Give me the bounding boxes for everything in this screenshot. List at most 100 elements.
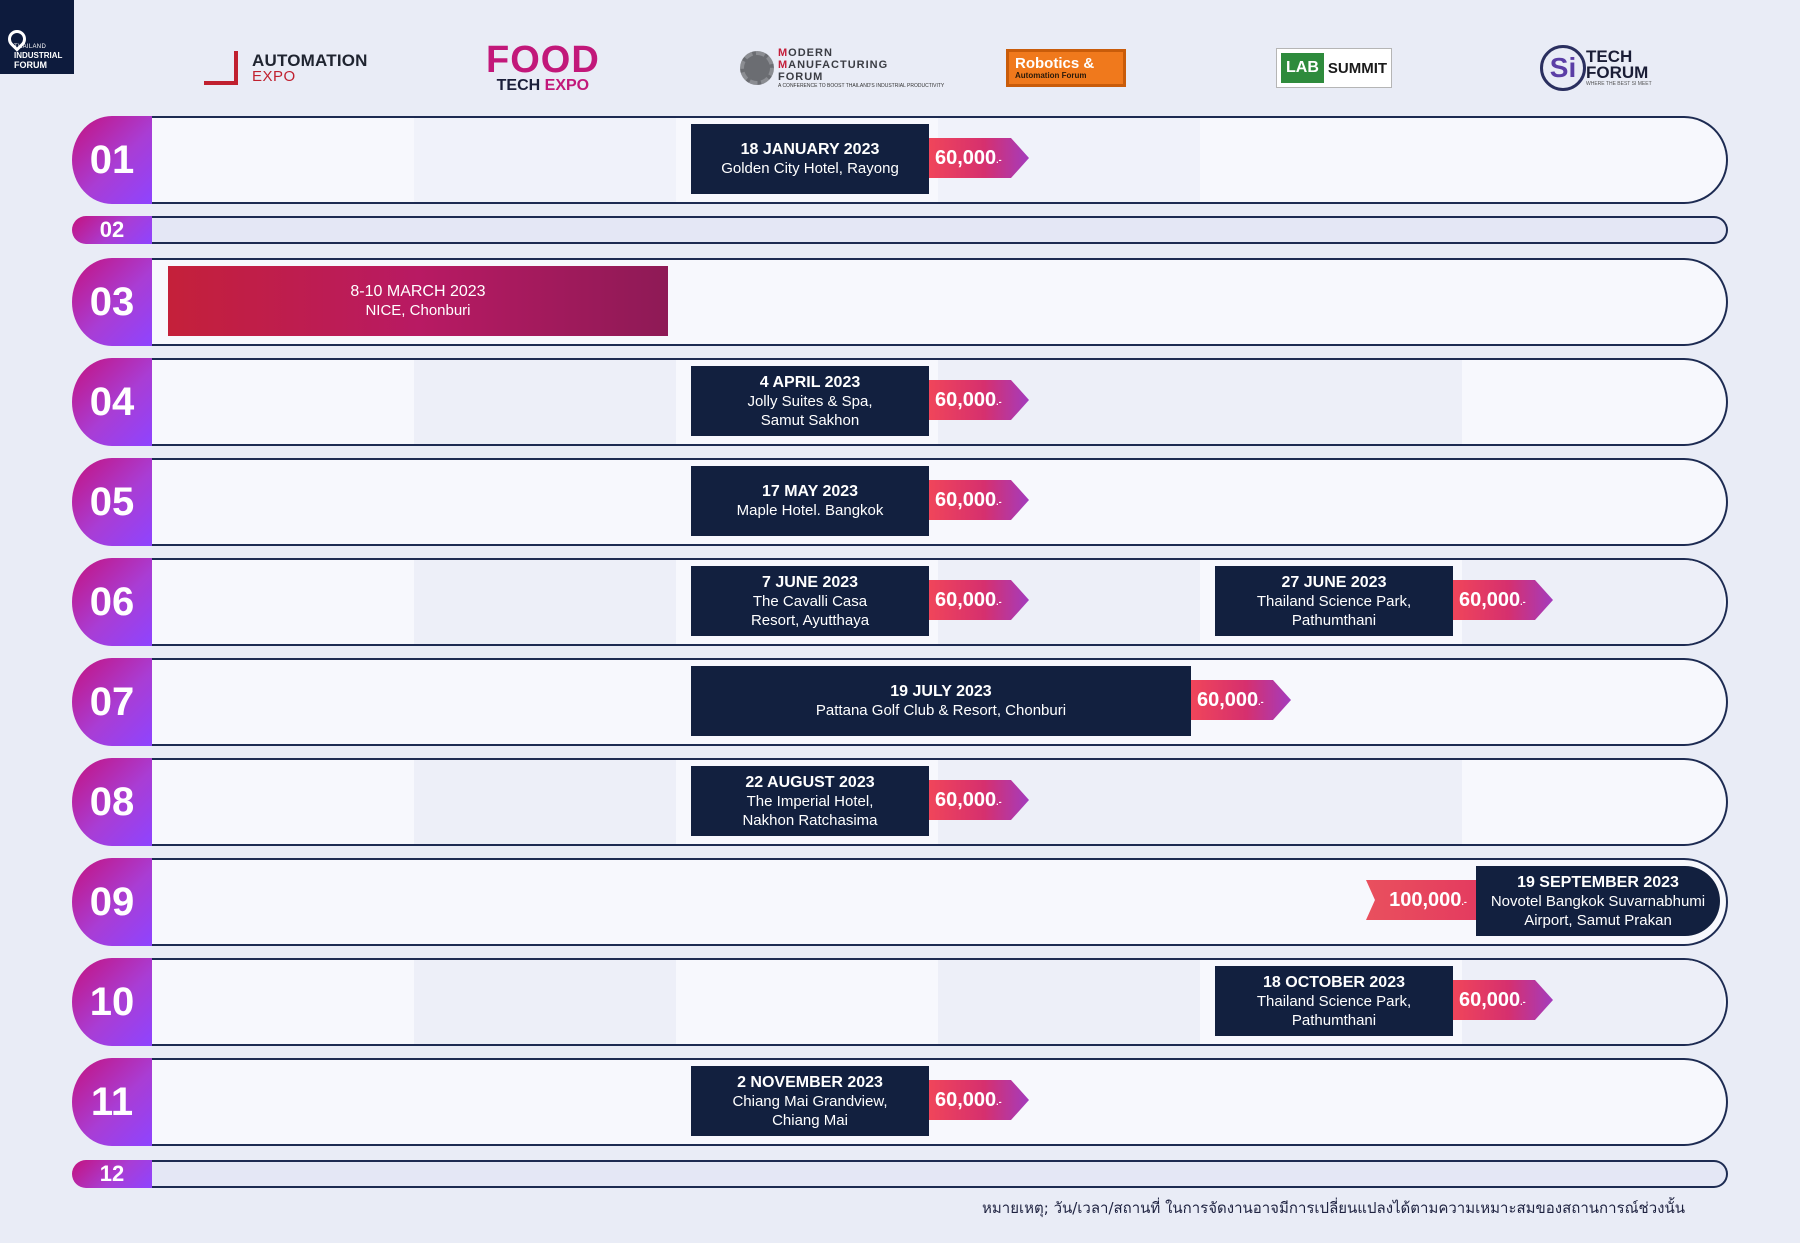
corner-logo-line2: INDUSTRIAL	[14, 51, 63, 60]
robotics-line2: Automation Forum	[1015, 71, 1087, 80]
price-value: 60,000	[1459, 588, 1521, 611]
event-card-mar[interactable]: 8-10 MARCH 2023 NICE, Chonburi	[168, 266, 668, 336]
price-suffix: .-	[996, 797, 1002, 807]
event-venue-line1: Novotel Bangkok Suvarnabhumi	[1490, 892, 1706, 910]
thailand-industrial-forum-logo: THAILAND INDUSTRIAL FORUM	[0, 0, 74, 74]
month-row-11: 11 2 NOVEMBER 2023 Chiang Mai Grandview,…	[72, 1058, 1728, 1146]
month-label: 10	[72, 958, 152, 1046]
price-tag: 60,000 .-	[929, 780, 1029, 820]
event-card-aug[interactable]: 22 AUGUST 2023 The Imperial Hotel, Nakho…	[691, 766, 929, 836]
automation-expo-line2: EXPO	[252, 67, 296, 85]
mmf-line2b: ANUFACTURING	[788, 59, 889, 71]
event-venue-line1: Thailand Science Park,	[1256, 992, 1412, 1010]
month-row-02: 02	[72, 216, 1728, 244]
event-venue-line2: Samut Sakhon	[760, 411, 860, 429]
month-label: 09	[72, 858, 152, 946]
price-tag: 60,000 .-	[929, 380, 1029, 420]
price-suffix: .-	[1461, 897, 1467, 907]
event-venue-line2: Pathumthani	[1291, 1011, 1377, 1029]
event-venue-line2: Airport, Samut Prakan	[1524, 911, 1672, 929]
price-tag: 60,000 .-	[929, 138, 1029, 178]
column-shade	[938, 960, 1200, 1044]
automation-expo-line1: AUTOMATION	[252, 50, 368, 70]
modern-manufacturing-forum-logo: MODERN MANUFACTURING FORUM A CONFERENCE …	[740, 36, 944, 100]
event-venue-line2: Chiang Mai	[772, 1111, 848, 1129]
food-tech-expo-logo: FOOD TECH EXPO	[486, 36, 600, 100]
event-card-may[interactable]: 17 MAY 2023 Maple Hotel. Bangkok	[691, 466, 929, 536]
month-label: 02	[72, 216, 152, 244]
lab-summit-left: LAB	[1281, 53, 1324, 83]
mmf-line3: FORUM	[778, 71, 824, 83]
price-value: 60,000	[935, 388, 997, 411]
month-track	[152, 458, 1728, 546]
event-venue-line1: Thailand Science Park,	[1256, 592, 1412, 610]
price-suffix: .-	[1520, 597, 1526, 607]
event-card-sep[interactable]: 19 SEPTEMBER 2023 Novotel Bangkok Suvarn…	[1476, 866, 1720, 936]
price-tag: 60,000 .-	[929, 1080, 1029, 1120]
robotics-line1: Robotics &	[1015, 55, 1095, 72]
event-venue-line2: Pathumthani	[1291, 611, 1377, 629]
event-date: 22 AUGUST 2023	[745, 773, 875, 791]
event-date: 19 SEPTEMBER 2023	[1517, 873, 1679, 891]
price-suffix: .-	[996, 497, 1002, 507]
si-mark-icon: Si	[1540, 45, 1586, 91]
month-label: 03	[72, 258, 152, 346]
lab-summit-right: SUMMIT	[1327, 59, 1388, 77]
event-venue-line1: The Imperial Hotel,	[746, 792, 874, 810]
automation-expo-logo: AUTOMATION EXPO	[204, 36, 368, 100]
month-label: 07	[72, 658, 152, 746]
event-card-jan[interactable]: 18 JANUARY 2023 Golden City Hotel, Rayon…	[691, 124, 929, 194]
month-track	[152, 216, 1728, 244]
column-shade	[414, 760, 676, 844]
price-tag: 60,000 .-	[1191, 680, 1291, 720]
price-value: 60,000	[1459, 988, 1521, 1011]
event-venue-line2: Resort, Ayutthaya	[750, 611, 870, 629]
month-row-06: 06 7 JUNE 2023 The Cavalli Casa Resort, …	[72, 558, 1728, 646]
price-tag: 60,000 .-	[1453, 580, 1553, 620]
month-row-04: 04 4 APRIL 2023 Jolly Suites & Spa, Samu…	[72, 358, 1728, 446]
month-label: 01	[72, 116, 152, 204]
month-label: 05	[72, 458, 152, 546]
price-value: 60,000	[1197, 688, 1259, 711]
mmf-line1b: ODERN	[788, 47, 833, 59]
month-track	[152, 1160, 1728, 1188]
month-row-05: 05 17 MAY 2023 Maple Hotel. Bangkok 60,0…	[72, 458, 1728, 546]
event-venue: Golden City Hotel, Rayong	[721, 160, 899, 177]
event-card-jul[interactable]: 19 JULY 2023 Pattana Golf Club & Resort,…	[691, 666, 1191, 736]
event-card-apr[interactable]: 4 APRIL 2023 Jolly Suites & Spa, Samut S…	[691, 366, 929, 436]
event-venue-line1: The Cavalli Casa	[752, 592, 868, 610]
price-tag: 60,000 .-	[929, 480, 1029, 520]
event-date: 18 JANUARY 2023	[740, 141, 880, 158]
event-card-jun-2[interactable]: 27 JUNE 2023 Thailand Science Park, Path…	[1215, 566, 1453, 636]
price-suffix: .-	[996, 597, 1002, 607]
event-card-jun-1[interactable]: 7 JUNE 2023 The Cavalli Casa Resort, Ayu…	[691, 566, 929, 636]
robotics-automation-forum-logo: Robotics & Automation Forum	[1006, 36, 1126, 100]
mmf-line2a: M	[778, 59, 789, 71]
price-value: 100,000	[1389, 888, 1462, 911]
price-suffix: .-	[996, 397, 1002, 407]
price-value: 60,000	[935, 488, 997, 511]
automation-expo-mark-icon	[204, 51, 238, 85]
price-suffix: .-	[996, 155, 1002, 165]
event-venue-line1: Chiang Mai Grandview,	[732, 1092, 888, 1110]
event-date: 18 OCTOBER 2023	[1263, 973, 1405, 991]
month-row-10: 10 18 OCTOBER 2023 Thailand Science Park…	[72, 958, 1728, 1046]
event-card-oct[interactable]: 18 OCTOBER 2023 Thailand Science Park, P…	[1215, 966, 1453, 1036]
si-tech-tagline: WHERE THE BEST SI MEET	[1586, 81, 1652, 87]
gear-icon	[740, 51, 774, 85]
mmf-tagline: A CONFERENCE TO BOOST THAILAND'S INDUSTR…	[778, 83, 945, 89]
event-date: 19 JULY 2023	[890, 683, 992, 700]
event-card-nov[interactable]: 2 NOVEMBER 2023 Chiang Mai Grandview, Ch…	[691, 1066, 929, 1136]
month-label: 11	[72, 1058, 152, 1146]
price-value: 60,000	[935, 588, 997, 611]
price-tag: 100,000 .-	[1366, 880, 1478, 920]
event-venue-line2: Nakhon Ratchasima	[742, 811, 878, 829]
event-date: 17 MAY 2023	[761, 483, 859, 500]
month-row-03: 03 8-10 MARCH 2023 NICE, Chonburi	[72, 258, 1728, 346]
event-date: 2 NOVEMBER 2023	[737, 1073, 883, 1091]
column-shade	[1200, 360, 1462, 444]
month-label: 08	[72, 758, 152, 846]
corner-logo-line3: FORUM	[14, 60, 47, 70]
si-tech-line1: TECH	[1586, 47, 1633, 66]
event-date: 8-10 MARCH 2023	[350, 283, 486, 300]
